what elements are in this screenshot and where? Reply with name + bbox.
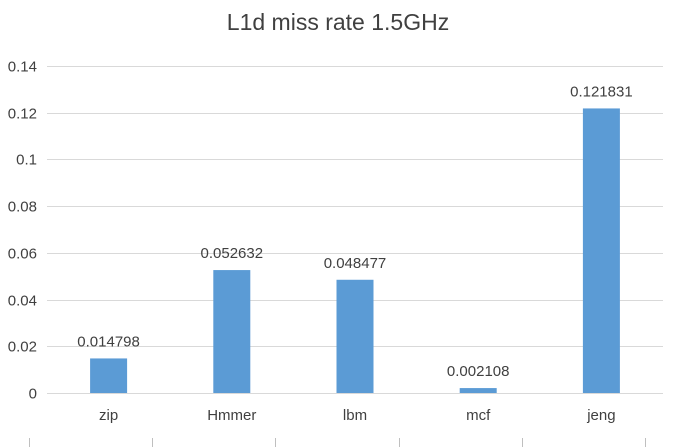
- data-labels: 0.014798 0.052632 0.048477 0.002108 0.121831: [77, 83, 632, 380]
- category-label-hmmer: Hmmer: [207, 407, 256, 424]
- chart-title: L1d miss rate 1.5GHz: [227, 9, 449, 35]
- bar-hmmer: [213, 270, 251, 393]
- y-tick-label-0: 0: [29, 386, 37, 403]
- category-label-jeng: jeng: [586, 407, 615, 424]
- category-label-lbm: lbm: [343, 407, 367, 424]
- category-label-zip: zip: [99, 407, 118, 424]
- bar-jeng: [582, 108, 620, 393]
- y-tick-label-2: 0.04: [8, 293, 37, 310]
- y-tick-label-3: 0.06: [8, 246, 37, 263]
- bars: [90, 108, 620, 393]
- y-tick-label-5: 0.1: [16, 152, 37, 169]
- category-label-mcf: mcf: [466, 407, 491, 424]
- y-axis-tick-labels: 0 0.02 0.04 0.06 0.08 0.1 0.12 0.14: [8, 59, 37, 403]
- y-tick-label-4: 0.08: [8, 199, 37, 216]
- bar-zip: [90, 358, 128, 393]
- bar-lbm: [336, 279, 374, 393]
- data-label-mcf: 0.002108: [447, 363, 510, 380]
- bottom-table-lines: [29, 438, 646, 447]
- bar-mcf: [459, 388, 497, 393]
- data-label-zip: 0.014798: [77, 333, 140, 350]
- y-tick-label-1: 0.02: [8, 339, 37, 356]
- y-tick-label-7: 0.14: [8, 59, 37, 76]
- data-label-lbm: 0.048477: [324, 255, 387, 272]
- y-tick-label-6: 0.12: [8, 106, 37, 123]
- data-label-jeng: 0.121831: [570, 83, 633, 100]
- category-labels: zip Hmmer lbm mcf jeng: [99, 407, 616, 424]
- data-label-hmmer: 0.052632: [201, 245, 264, 262]
